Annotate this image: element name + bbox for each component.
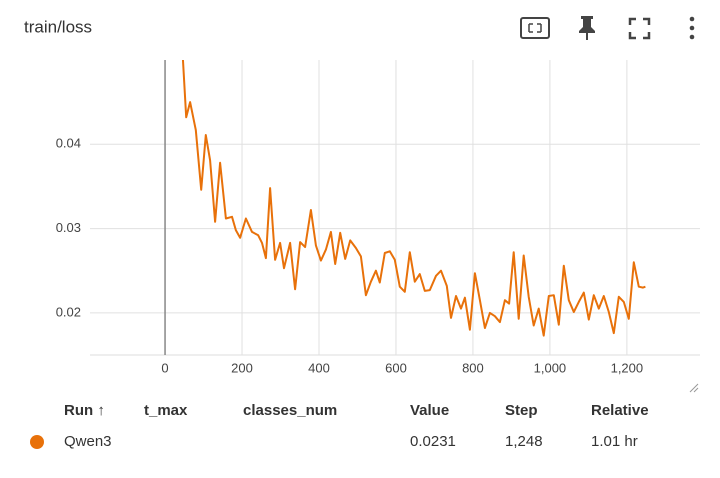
run-relative: 1.01 hr: [591, 433, 638, 450]
run-step: 1,248: [505, 433, 543, 450]
menu-icon[interactable]: [689, 16, 695, 40]
loss-line: [181, 60, 646, 337]
runs-table: Run ↑ t_max classes_num Value Step Relative Qw…: [30, 402, 649, 450]
run-value: 0.0231: [410, 433, 456, 450]
table-header: Step: [505, 402, 538, 419]
x-tick-label: 600: [385, 360, 407, 375]
table-header: classes_num: [243, 402, 337, 419]
x-tick-label: 1,200: [611, 360, 644, 375]
table-header: Run ↑: [64, 402, 105, 419]
run-color-swatch: [30, 435, 44, 449]
y-tick-label: 0.02: [56, 304, 81, 319]
expand-icon[interactable]: [628, 17, 651, 40]
table-header: Relative: [591, 402, 649, 419]
x-tick-label: 800: [462, 360, 484, 375]
run-name: Qwen3: [64, 433, 112, 450]
y-tick-label: 0.04: [56, 136, 81, 151]
plot-area: 0.02 0.03 0.04 0 200 400 600 800 1,000 1,200: [56, 60, 700, 375]
fit-icon[interactable]: [520, 17, 550, 39]
chart-title: train/loss: [24, 17, 92, 36]
x-tick-label: 1,000: [534, 360, 567, 375]
table-header: t_max: [144, 402, 188, 419]
pin-icon[interactable]: [579, 16, 595, 40]
x-tick-label: 400: [308, 360, 330, 375]
x-tick-label: 200: [231, 360, 253, 375]
resize-handle[interactable]: [689, 383, 699, 393]
y-tick-label: 0.03: [56, 220, 81, 235]
x-tick-label: 0: [161, 360, 168, 375]
table-header: Value: [410, 402, 449, 419]
